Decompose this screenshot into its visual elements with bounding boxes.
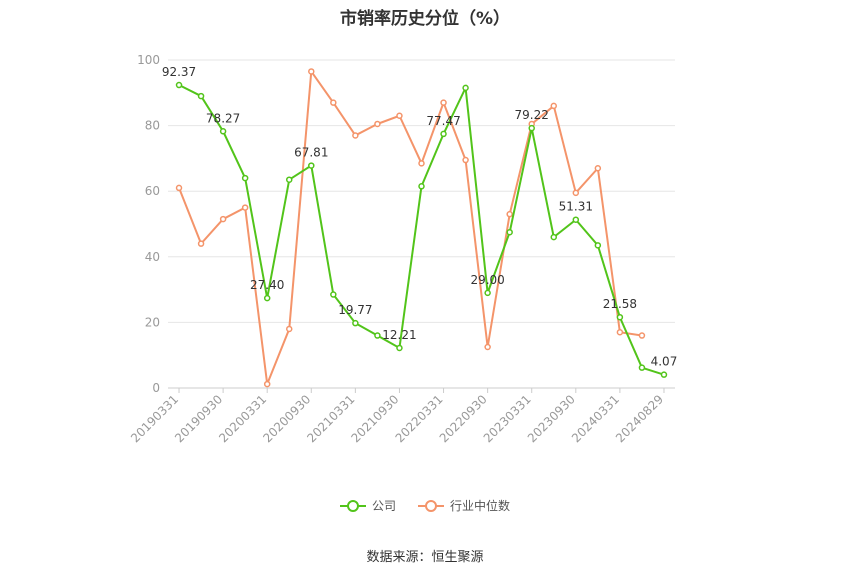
data-point (638, 364, 646, 371)
data-point (352, 319, 359, 327)
data-point (285, 176, 293, 183)
data-point (528, 124, 535, 132)
data-point (308, 162, 315, 169)
data-point (462, 156, 469, 164)
data-label: 77.47 (426, 114, 460, 128)
y-tick-label: 20 (145, 315, 160, 329)
x-tick-label: 20240829 (613, 392, 666, 445)
data-point (175, 184, 183, 192)
data-point (285, 325, 293, 333)
legend-item-industry[interactable]: 行业中位数 (418, 497, 510, 514)
data-point (484, 289, 491, 297)
legend-marker-company (339, 499, 366, 512)
legend-label-industry: 行业中位数 (450, 499, 511, 513)
data-point (550, 102, 558, 110)
data-point (572, 189, 580, 197)
data-point (418, 183, 425, 190)
legend-label-company: 公司 (371, 499, 396, 513)
data-point (219, 215, 227, 223)
data-label: 19.77 (338, 303, 372, 317)
data-point (352, 132, 359, 139)
data-point (308, 68, 315, 75)
data-label: 27.40 (250, 278, 284, 292)
data-point (462, 84, 469, 92)
data-label: 79.22 (515, 108, 549, 122)
data-point (219, 128, 227, 135)
data-point (594, 242, 602, 249)
y-tick-label: 100 (137, 53, 160, 67)
data-point (506, 228, 513, 236)
data-point (396, 344, 403, 352)
series-line (178, 84, 665, 376)
data-point (197, 240, 205, 247)
data-point (263, 380, 271, 388)
y-tick-label: 40 (145, 250, 160, 264)
data-point (440, 99, 447, 106)
series-line (178, 68, 643, 385)
data-point (396, 112, 403, 120)
data-label: 4.07 (651, 355, 678, 369)
data-point (616, 328, 624, 336)
data-point (374, 332, 381, 339)
data-point (594, 164, 602, 172)
data-label: 78.27 (206, 111, 240, 125)
data-point (175, 81, 183, 89)
data-point (263, 294, 271, 302)
data-point (550, 233, 558, 241)
data-point (241, 204, 249, 211)
data-point (197, 92, 205, 100)
data-point (330, 99, 337, 106)
data-label: 51.31 (559, 200, 593, 214)
data-point (330, 291, 337, 298)
data-label: 21.58 (603, 297, 637, 311)
data-label: 29.00 (470, 273, 504, 287)
data-point (660, 371, 668, 378)
data-point (572, 216, 580, 223)
data-point (638, 332, 646, 339)
data-point (374, 120, 381, 128)
legend: 公司 行业中位数 (0, 497, 850, 514)
y-tick-label: 60 (145, 184, 160, 198)
data-label: 67.81 (294, 146, 328, 160)
legend-marker-industry (418, 499, 444, 512)
chart-title: 市销率历史分位（%） (339, 9, 511, 29)
data-point (418, 160, 425, 167)
data-point (484, 343, 491, 351)
source-note: 数据来源：恒生聚源 (366, 550, 484, 565)
legend-item-company[interactable]: 公司 (339, 497, 396, 514)
data-point (616, 313, 624, 321)
data-label: 12.21 (382, 328, 416, 342)
data-point (241, 174, 249, 182)
y-tick-label: 80 (145, 119, 160, 133)
data-point (506, 210, 513, 218)
data-point (440, 130, 447, 138)
data-label: 92.37 (162, 65, 196, 79)
y-tick-label: 0 (152, 381, 160, 395)
